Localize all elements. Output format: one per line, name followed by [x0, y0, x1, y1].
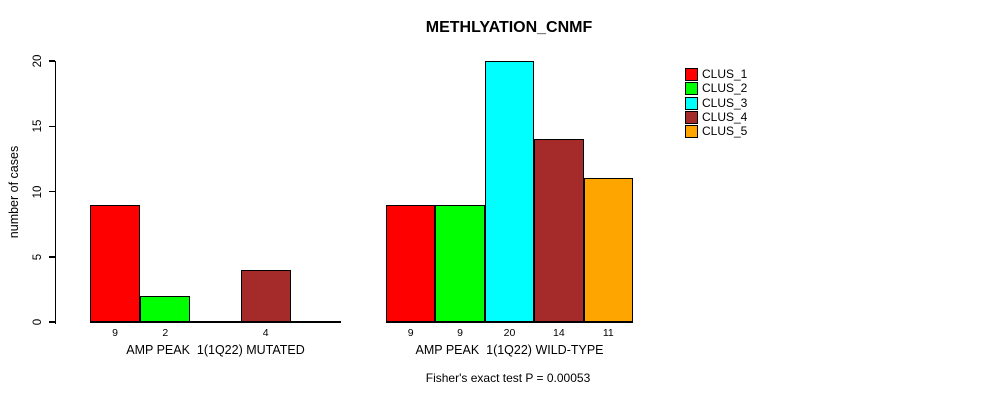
- bar-clus_4: [240, 269, 291, 322]
- x-baseline: [90, 321, 341, 323]
- x-baseline: [386, 321, 633, 323]
- chart-title: METHLYATION_CNMF: [425, 19, 593, 36]
- legend-label-clus_1: CLUS_1: [702, 67, 748, 81]
- bar-count-label: 9: [112, 327, 119, 339]
- x-group-label: AMP PEAK 1(1Q22) WILD-TYPE: [415, 343, 604, 357]
- y-tick: [48, 256, 55, 258]
- y-tick: [48, 321, 55, 323]
- legend-swatch-clus_3: [685, 96, 698, 110]
- bar-clus_3: [484, 61, 535, 322]
- y-tick: [48, 190, 55, 193]
- bar-count-label: 2: [162, 327, 169, 339]
- y-axis-title: number of cases: [7, 145, 21, 239]
- bar-count-label: 20: [503, 327, 516, 339]
- y-tick-label: 20: [32, 54, 44, 68]
- bar-clus_2: [140, 295, 191, 322]
- y-tick: [48, 125, 55, 127]
- y-tick-label: 0: [32, 318, 44, 326]
- bar-count-label: 14: [553, 327, 565, 339]
- legend-label-clus_5: CLUS_5: [702, 124, 748, 139]
- y-tick-label: 15: [32, 119, 44, 133]
- bar-clus_4: [534, 139, 584, 322]
- bar-count-label: 9: [407, 327, 414, 339]
- legend-swatch-clus_2: [685, 82, 698, 96]
- y-tick: [48, 60, 55, 62]
- fisher-test-annotation: Fisher's exact test P = 0.00053: [425, 371, 591, 385]
- y-axis-line: [54, 61, 56, 324]
- y-tick-label: 5: [32, 253, 44, 260]
- bar-clus_2: [435, 204, 485, 322]
- bar-count-label: 9: [457, 327, 464, 339]
- bar-count-label: 11: [602, 327, 614, 339]
- bar-count-label: 4: [262, 327, 269, 339]
- bar-clus_1: [90, 204, 141, 322]
- y-tick-label: 10: [32, 185, 44, 198]
- legend-label-clus_4: CLUS_4: [702, 109, 748, 124]
- legend-swatch-clus_5: [685, 125, 698, 139]
- legend-swatch-clus_4: [685, 110, 698, 124]
- legend-swatch-clus_1: [685, 68, 698, 81]
- legend-label-clus_3: CLUS_3: [702, 95, 748, 110]
- bar-clus_1: [386, 204, 436, 322]
- x-group-label: AMP PEAK 1(1Q22) MUTATED: [126, 343, 305, 357]
- bar-clus_5: [583, 178, 633, 322]
- legend-label-clus_2: CLUS_2: [702, 81, 748, 96]
